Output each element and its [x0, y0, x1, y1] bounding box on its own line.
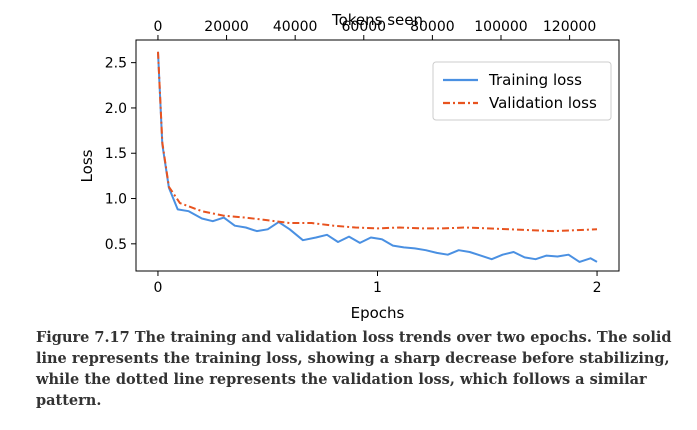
- y-tick-label: 1.5: [105, 146, 127, 162]
- top-tick-label: 60000: [342, 19, 387, 35]
- legend-training-label: Training loss: [488, 71, 582, 89]
- legend-validation-label: Validation loss: [489, 94, 597, 112]
- axis-ticks: 0 1 2 0.5 1.0 1.5 2.0 2.5 0 20000 40000 60000 80000 1…: [105, 19, 602, 296]
- y-axis-title: Loss: [78, 149, 96, 182]
- training-loss-line: [157, 51, 598, 263]
- series-lines: [157, 51, 598, 263]
- caption-line: line represents the training loss, showi…: [36, 350, 670, 367]
- top-axis-title: Tokens seen: [331, 11, 423, 29]
- top-tick-label: 120000: [543, 19, 596, 35]
- loss-chart: 0 1 2 0.5 1.0 1.5 2.0 2.5 0 20000 40000 60000 80000 1…: [78, 11, 620, 322]
- figure-caption: Figure 7.17 The training and validation …: [36, 327, 676, 411]
- y-tick-label: 0.5: [105, 237, 127, 253]
- caption-line: while the dotted line represents the val…: [36, 371, 647, 388]
- top-tick-label: 40000: [273, 19, 318, 35]
- caption-line: Figure 7.17 The training and validation …: [36, 329, 672, 346]
- x-axis-title: Epochs: [351, 304, 405, 322]
- x-tick-label: 1: [373, 280, 382, 296]
- y-tick-label: 2.0: [105, 101, 127, 117]
- top-tick-label: 80000: [410, 19, 455, 35]
- top-tick-label: 0: [153, 19, 162, 35]
- y-tick-label: 1.0: [105, 192, 127, 208]
- x-tick-label: 0: [153, 280, 162, 296]
- y-tick-label: 2.5: [105, 56, 127, 72]
- caption-line: pattern.: [36, 392, 102, 409]
- x-tick-label: 2: [593, 280, 602, 296]
- top-tick-label: 100000: [474, 19, 527, 35]
- legend-box: [432, 61, 612, 121]
- legend: Training loss Validation loss: [432, 61, 612, 121]
- top-tick-label: 20000: [204, 19, 249, 35]
- validation-loss-line: [157, 51, 598, 233]
